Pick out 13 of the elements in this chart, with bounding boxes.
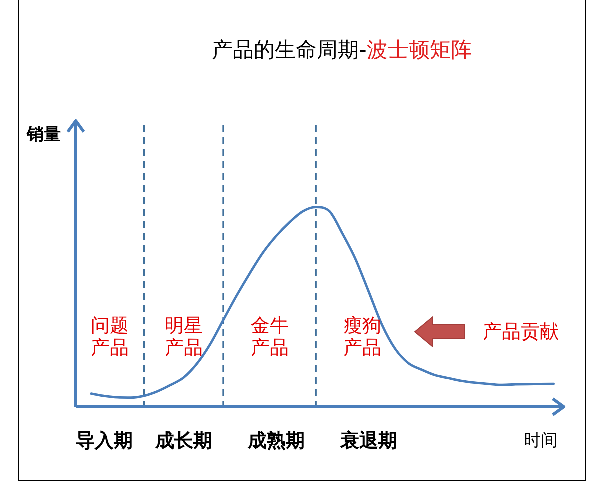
- annotation: 明星产品: [164, 315, 203, 359]
- x-tick-label: 导入期: [76, 430, 134, 452]
- annotation: 产品贡献: [483, 321, 559, 343]
- x-tick-label: 衰退期: [340, 430, 398, 452]
- annotation: 金牛产品: [250, 315, 289, 359]
- subtitle: 波士顿矩阵: [366, 38, 472, 62]
- title: 产品的生命周期-: [212, 38, 367, 62]
- x-tick-label: 成长期: [155, 430, 212, 452]
- annotation: 瘦狗产品: [343, 315, 382, 359]
- y-axis-title: 销量: [27, 125, 61, 145]
- annotation: 问题产品: [91, 315, 130, 359]
- x-tick-label: 成熟期: [248, 430, 305, 452]
- x-axis-title: 时间: [524, 431, 558, 451]
